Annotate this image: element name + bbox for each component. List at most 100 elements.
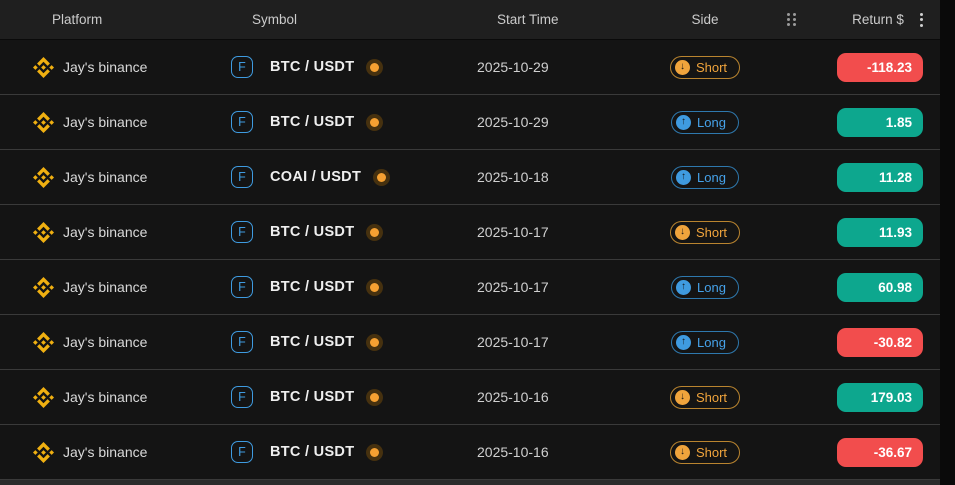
futures-badge: F bbox=[231, 221, 253, 243]
symbol-text: BTC / USDT bbox=[270, 444, 355, 460]
platform-cell: Jay's binance bbox=[0, 315, 230, 369]
start-time-cell: 2025-10-17 bbox=[460, 205, 650, 259]
binance-logo-icon bbox=[33, 56, 54, 78]
platform-name: Jay's binance bbox=[63, 444, 148, 460]
side-badge: ↑ Long bbox=[671, 275, 739, 299]
column-header-return-label: Return $ bbox=[852, 12, 904, 27]
side-arrow-icon: ↓ bbox=[674, 444, 690, 460]
column-header-start-time-label: Start Time bbox=[497, 12, 559, 27]
side-badge: ↓ Short bbox=[669, 385, 741, 409]
futures-badge: F bbox=[231, 441, 253, 463]
side-label: Short bbox=[695, 59, 728, 75]
binance-logo-icon bbox=[33, 276, 54, 298]
column-header-side[interactable]: Side bbox=[650, 0, 760, 39]
symbol-text: BTC / USDT bbox=[270, 279, 355, 295]
side-label: Long bbox=[697, 334, 726, 350]
drag-handle-icon[interactable] bbox=[786, 13, 796, 26]
side-label: Long bbox=[697, 279, 726, 295]
platform-name: Jay's binance bbox=[63, 334, 148, 350]
binance-logo-icon bbox=[33, 221, 54, 243]
side-badge: ↑ Long bbox=[671, 110, 739, 134]
symbol-text: BTC / USDT bbox=[270, 59, 355, 75]
status-dot-icon bbox=[366, 278, 384, 296]
side-arrow-icon: ↓ bbox=[674, 59, 690, 75]
footer-strip bbox=[0, 480, 940, 485]
symbol-cell: F BTC / USDT bbox=[230, 315, 460, 369]
column-drag-handle-cell bbox=[760, 0, 800, 39]
futures-badge: F bbox=[231, 111, 253, 133]
status-dot-icon bbox=[373, 168, 391, 186]
binance-logo-icon bbox=[33, 386, 54, 408]
side-arrow-icon: ↓ bbox=[674, 224, 690, 240]
column-header-side-label: Side bbox=[691, 12, 719, 27]
column-header-start-time[interactable]: Start Time bbox=[460, 0, 650, 39]
symbol-cell: F BTC / USDT bbox=[230, 95, 460, 149]
column-header-symbol[interactable]: Symbol bbox=[230, 0, 460, 39]
return-cell: 179.03 bbox=[800, 370, 940, 424]
side-cell: ↑ Long bbox=[650, 315, 760, 369]
platform-name: Jay's binance bbox=[63, 224, 148, 240]
binance-logo-icon bbox=[33, 441, 54, 463]
symbol-text: COAI / USDT bbox=[270, 169, 362, 185]
start-time-value: 2025-10-16 bbox=[477, 389, 549, 405]
column-header-platform-label: Platform bbox=[52, 12, 103, 27]
side-cell: ↑ Long bbox=[650, 150, 760, 204]
column-header-symbol-label: Symbol bbox=[252, 12, 298, 27]
status-dot-icon bbox=[366, 113, 384, 131]
platform-cell: Jay's binance bbox=[0, 150, 230, 204]
side-arrow-icon: ↑ bbox=[676, 334, 692, 350]
platform-cell: Jay's binance bbox=[0, 370, 230, 424]
side-badge: ↑ Long bbox=[671, 165, 739, 189]
table-row[interactable]: Jay's binance F BTC / USDT 2025-10-29 ↓ … bbox=[0, 40, 940, 95]
platform-name: Jay's binance bbox=[63, 59, 148, 75]
table-row[interactable]: Jay's binance F COAI / USDT 2025-10-18 ↑… bbox=[0, 150, 940, 205]
start-time-value: 2025-10-29 bbox=[477, 114, 549, 130]
handle-spacer-cell bbox=[760, 260, 800, 314]
side-label: Short bbox=[695, 389, 728, 405]
side-cell: ↓ Short bbox=[650, 425, 760, 479]
platform-cell: Jay's binance bbox=[0, 40, 230, 94]
start-time-value: 2025-10-17 bbox=[477, 279, 549, 295]
side-badge: ↑ Long bbox=[671, 330, 739, 354]
status-dot-icon bbox=[366, 443, 384, 461]
side-cell: ↑ Long bbox=[650, 95, 760, 149]
status-dot-icon bbox=[366, 333, 384, 351]
platform-cell: Jay's binance bbox=[0, 425, 230, 479]
start-time-cell: 2025-10-18 bbox=[460, 150, 650, 204]
handle-spacer-cell bbox=[760, 40, 800, 94]
platform-name: Jay's binance bbox=[63, 169, 148, 185]
symbol-text: BTC / USDT bbox=[270, 334, 355, 350]
table-row[interactable]: Jay's binance F BTC / USDT 2025-10-29 ↑ … bbox=[0, 95, 940, 150]
side-label: Short bbox=[695, 444, 728, 460]
futures-badge: F bbox=[231, 56, 253, 78]
handle-spacer-cell bbox=[760, 425, 800, 479]
return-cell: 11.93 bbox=[800, 205, 940, 259]
symbol-cell: F COAI / USDT bbox=[230, 150, 460, 204]
return-cell: -30.82 bbox=[800, 315, 940, 369]
symbol-text: BTC / USDT bbox=[270, 389, 355, 405]
table-row[interactable]: Jay's binance F BTC / USDT 2025-10-16 ↓ … bbox=[0, 425, 940, 480]
side-cell: ↓ Short bbox=[650, 370, 760, 424]
start-time-cell: 2025-10-17 bbox=[460, 260, 650, 314]
column-header-platform[interactable]: Platform bbox=[0, 0, 230, 39]
table-row[interactable]: Jay's binance F BTC / USDT 2025-10-17 ↓ … bbox=[0, 205, 940, 260]
futures-badge: F bbox=[231, 166, 253, 188]
column-menu-icon[interactable] bbox=[917, 10, 926, 30]
side-cell: ↓ Short bbox=[650, 205, 760, 259]
table-row[interactable]: Jay's binance F BTC / USDT 2025-10-17 ↑ … bbox=[0, 315, 940, 370]
side-cell: ↑ Long bbox=[650, 260, 760, 314]
return-cell: 1.85 bbox=[800, 95, 940, 149]
symbol-cell: F BTC / USDT bbox=[230, 260, 460, 314]
start-time-value: 2025-10-16 bbox=[477, 444, 549, 460]
return-pill: 60.98 bbox=[837, 272, 923, 302]
return-pill: -118.23 bbox=[837, 52, 923, 82]
table-row[interactable]: Jay's binance F BTC / USDT 2025-10-17 ↑ … bbox=[0, 260, 940, 315]
side-badge: ↓ Short bbox=[669, 55, 741, 79]
symbol-cell: F BTC / USDT bbox=[230, 425, 460, 479]
table-row[interactable]: Jay's binance F BTC / USDT 2025-10-16 ↓ … bbox=[0, 370, 940, 425]
platform-name: Jay's binance bbox=[63, 279, 148, 295]
futures-badge: F bbox=[231, 386, 253, 408]
side-label: Short bbox=[695, 224, 728, 240]
return-pill: 11.28 bbox=[837, 162, 923, 192]
column-header-return[interactable]: Return $ bbox=[800, 0, 940, 39]
